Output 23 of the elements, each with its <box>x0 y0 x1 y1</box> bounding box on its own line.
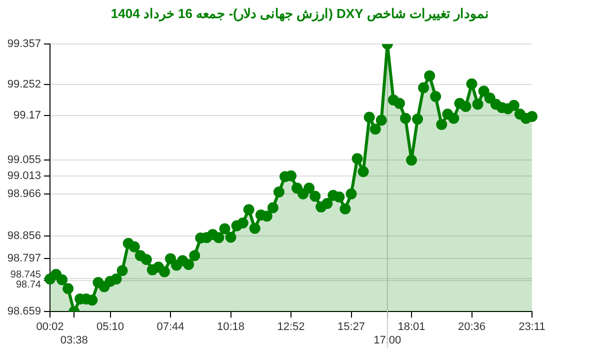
x-tick-label: 10:18 <box>216 321 245 334</box>
y-tick-label: 98.966 <box>7 188 41 200</box>
y-tick-label: 99.055 <box>7 154 41 166</box>
x-tick-label: 05:10 <box>96 321 124 334</box>
y-tick-label: 99.357 <box>7 38 41 50</box>
x-tick-label: 23:11 <box>518 321 546 334</box>
y-tick-label: 99.17 <box>13 110 41 122</box>
x-tick-label: 00:02 <box>36 321 64 334</box>
y-tick-label: 98.745 <box>10 269 42 280</box>
x-tick-label: 15:27 <box>337 321 366 334</box>
y-tick-label: 99.252 <box>7 78 41 90</box>
y-tick-label: 98.659 <box>7 306 41 318</box>
x-tick-label: 20:36 <box>458 321 486 334</box>
chart-title: نمودار تغییرات شاخص DXY (ارزش جهانی دلار)- جمعه 16 خرداد 1404 <box>110 6 490 21</box>
y-tick-label: 99.013 <box>7 170 41 182</box>
x-tick-label: 03:38 <box>60 334 88 346</box>
x-tick-label: 07:44 <box>156 321 184 334</box>
y-tick-label: 98.797 <box>7 252 41 265</box>
x-tick-label: 12:52 <box>277 321 305 334</box>
x-tick-label: 18:01 <box>398 321 426 334</box>
y-tick-label: 98.74 <box>16 279 42 290</box>
y-tick-label: 98.856 <box>7 230 41 242</box>
x-tick-label: 17:00 <box>374 334 402 346</box>
